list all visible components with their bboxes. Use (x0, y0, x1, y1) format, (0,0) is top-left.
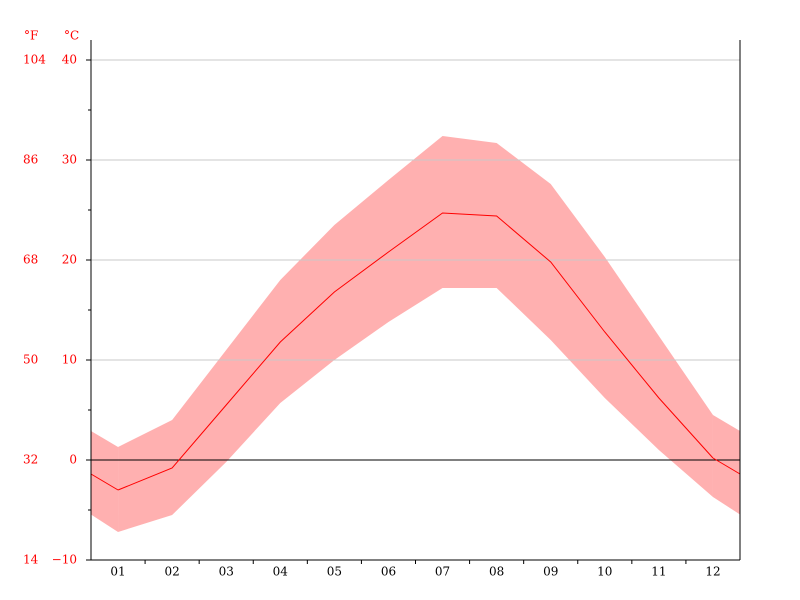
y2-tick-label: 68 (23, 253, 38, 267)
y2-tick-label: 50 (23, 353, 38, 367)
y2-tick-label: 32 (23, 453, 38, 467)
mean-line-edge (90, 473, 119, 491)
y2-unit: °F (24, 29, 38, 43)
x-tick-label: 03 (219, 565, 234, 579)
x-tick-label: 09 (543, 565, 558, 579)
x-tick-label: 06 (381, 565, 396, 579)
y-tick-label: 20 (62, 253, 77, 267)
x-tick-label: 01 (110, 565, 125, 579)
y2-tick-label: 86 (23, 153, 38, 167)
x-tick-label: 12 (705, 565, 720, 579)
x-tick-label: 11 (651, 565, 666, 579)
x-tick-label: 04 (273, 565, 289, 579)
y-tick-label: 0 (69, 453, 77, 467)
mean-line-edge (712, 457, 741, 475)
x-tick-label: 10 (597, 565, 612, 579)
y2-tick-label: 14 (23, 553, 39, 567)
y-tick-label: −10 (52, 553, 77, 567)
x-tick-label: 05 (327, 565, 342, 579)
y-tick-label: 10 (62, 353, 77, 367)
temperature-range-edge (712, 415, 740, 515)
mean-line (117, 212, 714, 491)
temperature-range (118, 136, 713, 532)
y-tick-label: 40 (62, 53, 77, 67)
y-tick-label: 30 (62, 153, 77, 167)
y-unit: °C (64, 29, 79, 43)
x-tick-label: 02 (164, 565, 179, 579)
x-tick-label: 07 (435, 565, 450, 579)
x-tick-label: 08 (489, 565, 504, 579)
y2-tick-label: 104 (23, 53, 46, 67)
